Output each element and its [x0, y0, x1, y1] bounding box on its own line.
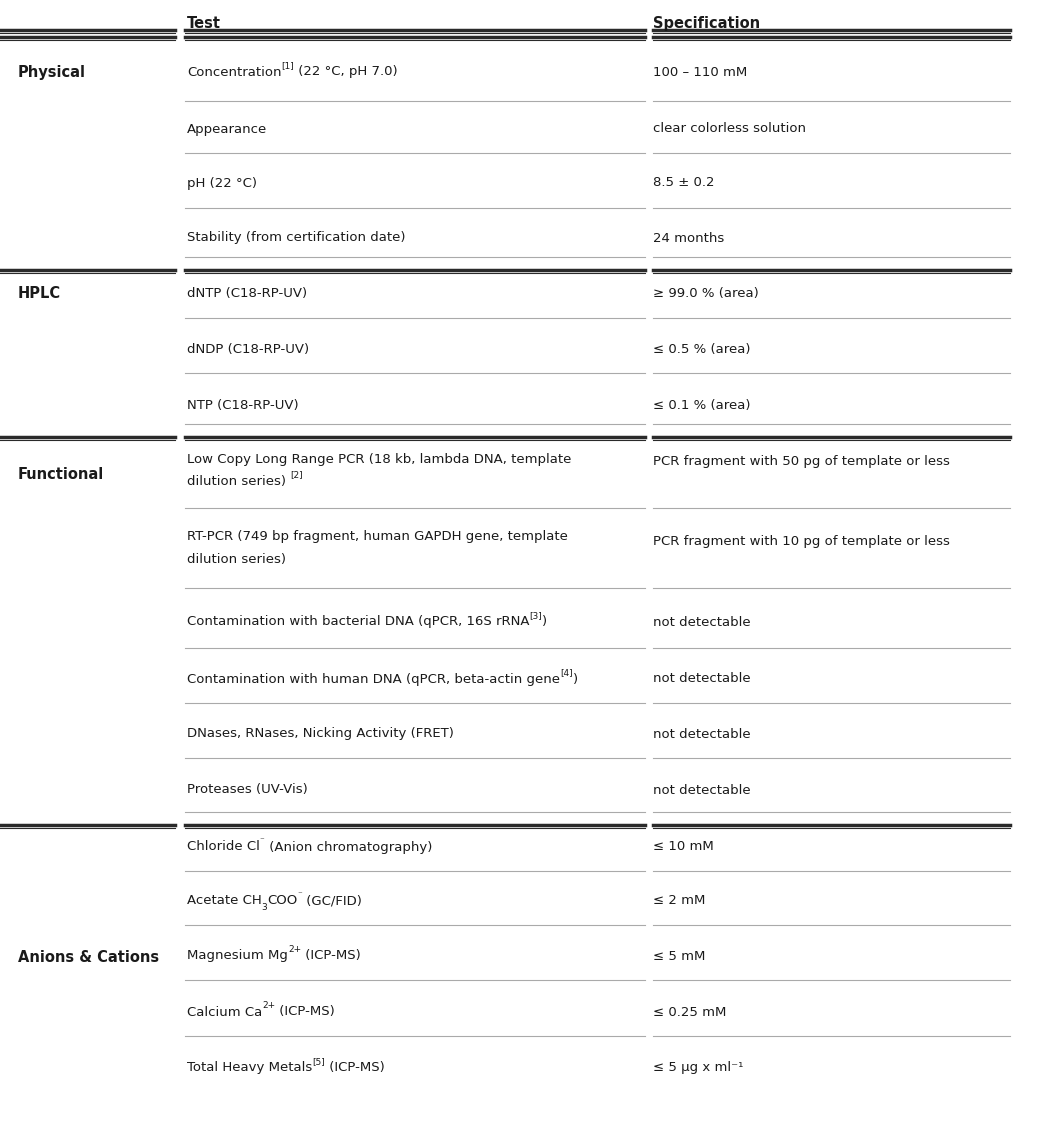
Text: Anions & Cations: Anions & Cations	[18, 951, 159, 966]
Text: Specification: Specification	[653, 16, 760, 31]
Text: Physical: Physical	[18, 64, 86, 80]
Text: not detectable: not detectable	[653, 616, 751, 628]
Text: dNTP (C18-RP-UV): dNTP (C18-RP-UV)	[187, 288, 307, 300]
Text: not detectable: not detectable	[653, 727, 751, 741]
Text: dilution series): dilution series)	[187, 474, 290, 488]
Text: 2+: 2+	[262, 1001, 276, 1010]
Text: (ICP-MS): (ICP-MS)	[325, 1061, 385, 1075]
Text: 2+: 2+	[288, 945, 301, 954]
Text: ): )	[542, 616, 548, 628]
Text: [1]: [1]	[281, 61, 295, 70]
Text: (ICP-MS): (ICP-MS)	[276, 1006, 335, 1018]
Text: (ICP-MS): (ICP-MS)	[301, 950, 361, 962]
Text: [2]: [2]	[290, 470, 303, 479]
Text: Test: Test	[187, 16, 221, 31]
Text: ≤ 0.25 mM: ≤ 0.25 mM	[653, 1006, 727, 1018]
Text: 3: 3	[261, 903, 268, 912]
Text: dNDP (C18-RP-UV): dNDP (C18-RP-UV)	[187, 343, 309, 355]
Text: PCR fragment with 50 pg of template or less: PCR fragment with 50 pg of template or l…	[653, 455, 949, 469]
Text: 100 – 110 mM: 100 – 110 mM	[653, 65, 747, 79]
Text: [4]: [4]	[560, 668, 573, 677]
Text: ≤ 5 mM: ≤ 5 mM	[653, 950, 706, 962]
Text: ≥ 99.0 % (area): ≥ 99.0 % (area)	[653, 288, 759, 300]
Text: Stability (from certification date): Stability (from certification date)	[187, 232, 406, 245]
Text: ≤ 0.5 % (area): ≤ 0.5 % (area)	[653, 343, 751, 355]
Text: not detectable: not detectable	[653, 783, 751, 797]
Text: ≤ 2 mM: ≤ 2 mM	[653, 895, 706, 907]
Text: ): )	[573, 672, 578, 686]
Text: Acetate CH: Acetate CH	[187, 895, 261, 907]
Text: (Anion chromatography): (Anion chromatography)	[264, 841, 432, 853]
Text: Chloride Cl: Chloride Cl	[187, 841, 260, 853]
Text: ≤ 5 μg x ml⁻¹: ≤ 5 μg x ml⁻¹	[653, 1061, 743, 1075]
Text: Magnesium Mg: Magnesium Mg	[187, 950, 288, 962]
Text: [5]: [5]	[312, 1057, 325, 1066]
Text: clear colorless solution: clear colorless solution	[653, 123, 806, 136]
Text: Contamination with human DNA (qPCR, beta-actin gene: Contamination with human DNA (qPCR, beta…	[187, 672, 560, 686]
Text: pH (22 °C): pH (22 °C)	[187, 176, 257, 190]
Text: ⁻: ⁻	[298, 890, 303, 899]
Text: NTP (C18-RP-UV): NTP (C18-RP-UV)	[187, 399, 299, 411]
Text: Proteases (UV-Vis): Proteases (UV-Vis)	[187, 783, 308, 797]
Text: not detectable: not detectable	[653, 672, 751, 686]
Text: HPLC: HPLC	[18, 287, 61, 301]
Text: (22 °C, pH 7.0): (22 °C, pH 7.0)	[295, 65, 398, 79]
Text: Total Heavy Metals: Total Heavy Metals	[187, 1061, 312, 1075]
Text: Contamination with bacterial DNA (qPCR, 16S rRNA: Contamination with bacterial DNA (qPCR, …	[187, 616, 530, 628]
Text: Calcium Ca: Calcium Ca	[187, 1006, 262, 1018]
Text: COO: COO	[268, 895, 298, 907]
Text: Low Copy Long Range PCR (18 kb, lambda DNA, template: Low Copy Long Range PCR (18 kb, lambda D…	[187, 453, 572, 466]
Text: RT-PCR (749 bp fragment, human GAPDH gene, template: RT-PCR (749 bp fragment, human GAPDH gen…	[187, 531, 568, 543]
Text: PCR fragment with 10 pg of template or less: PCR fragment with 10 pg of template or l…	[653, 535, 949, 549]
Text: Appearance: Appearance	[187, 123, 268, 136]
Text: ≤ 0.1 % (area): ≤ 0.1 % (area)	[653, 399, 751, 411]
Text: Concentration: Concentration	[187, 65, 281, 79]
Text: ≤ 10 mM: ≤ 10 mM	[653, 841, 714, 853]
Text: [3]: [3]	[530, 611, 542, 620]
Text: 24 months: 24 months	[653, 232, 725, 245]
Text: ⁻: ⁻	[260, 836, 264, 845]
Text: (GC/FID): (GC/FID)	[303, 895, 362, 907]
Text: DNases, RNases, Nicking Activity (FRET): DNases, RNases, Nicking Activity (FRET)	[187, 727, 454, 741]
Text: Functional: Functional	[18, 468, 104, 482]
Text: dilution series): dilution series)	[187, 553, 286, 566]
Text: 8.5 ± 0.2: 8.5 ± 0.2	[653, 176, 714, 190]
